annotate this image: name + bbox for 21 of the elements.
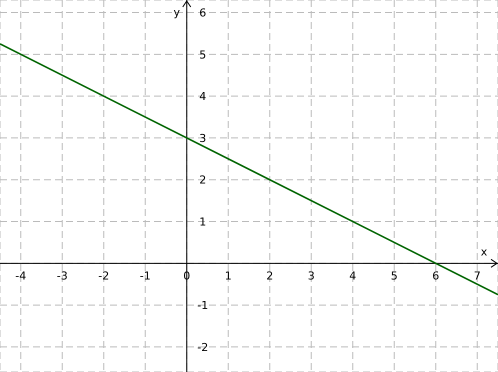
x-axis-title: x: [480, 245, 488, 258]
y-tick-label: 3: [199, 132, 206, 145]
x-tick-label: 6: [432, 269, 440, 282]
x-tick-label: 3: [308, 269, 315, 282]
x-tick-label: -2: [98, 269, 110, 282]
y-axis-title: y: [173, 6, 180, 19]
y-tick-label: 5: [199, 48, 206, 62]
x-tick-label: 4: [349, 269, 356, 282]
y-tick-label: 4: [199, 90, 206, 104]
y-tick-label: 2: [199, 174, 206, 187]
x-tick-label: -3: [56, 269, 68, 282]
y-tick-label: -1: [197, 299, 208, 312]
x-tick-label: 1: [224, 269, 232, 282]
x-tick-label: 5: [390, 269, 398, 282]
y-tick-label: 6: [199, 6, 206, 20]
x-tick-label: -4: [15, 269, 26, 282]
y-tick-label: 1: [199, 216, 206, 229]
x-tick-label: -1: [140, 269, 151, 282]
y-tick-label: -2: [197, 340, 208, 354]
x-tick-label: 2: [266, 269, 274, 282]
x-tick-label: 7: [474, 269, 481, 282]
